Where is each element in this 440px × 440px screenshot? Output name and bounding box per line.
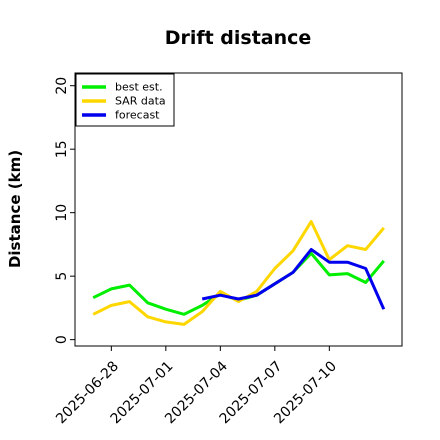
legend-label: best est.: [115, 81, 163, 94]
y-tick-label: 5: [54, 272, 70, 281]
series-line-forecast: [201, 248, 386, 310]
y-tick-label: 20: [54, 77, 70, 95]
series-line-sar-data: [92, 220, 385, 326]
y-axis: 0 5 10 15 20: [54, 77, 75, 344]
x-axis: 2025-06-282025-07-012025-07-042025-07-07…: [53, 346, 340, 427]
y-tick-label: 0: [54, 335, 70, 344]
chart-title: Drift distance: [165, 27, 312, 49]
legend-label: forecast: [115, 109, 160, 122]
plot-area-frame: [74, 72, 403, 347]
series-layer: [92, 220, 386, 326]
y-tick-label: 15: [54, 140, 70, 158]
y-tick-label: 10: [54, 204, 70, 222]
legend-label: SAR data: [115, 95, 166, 108]
y-axis-label: Distance (km): [6, 150, 24, 268]
